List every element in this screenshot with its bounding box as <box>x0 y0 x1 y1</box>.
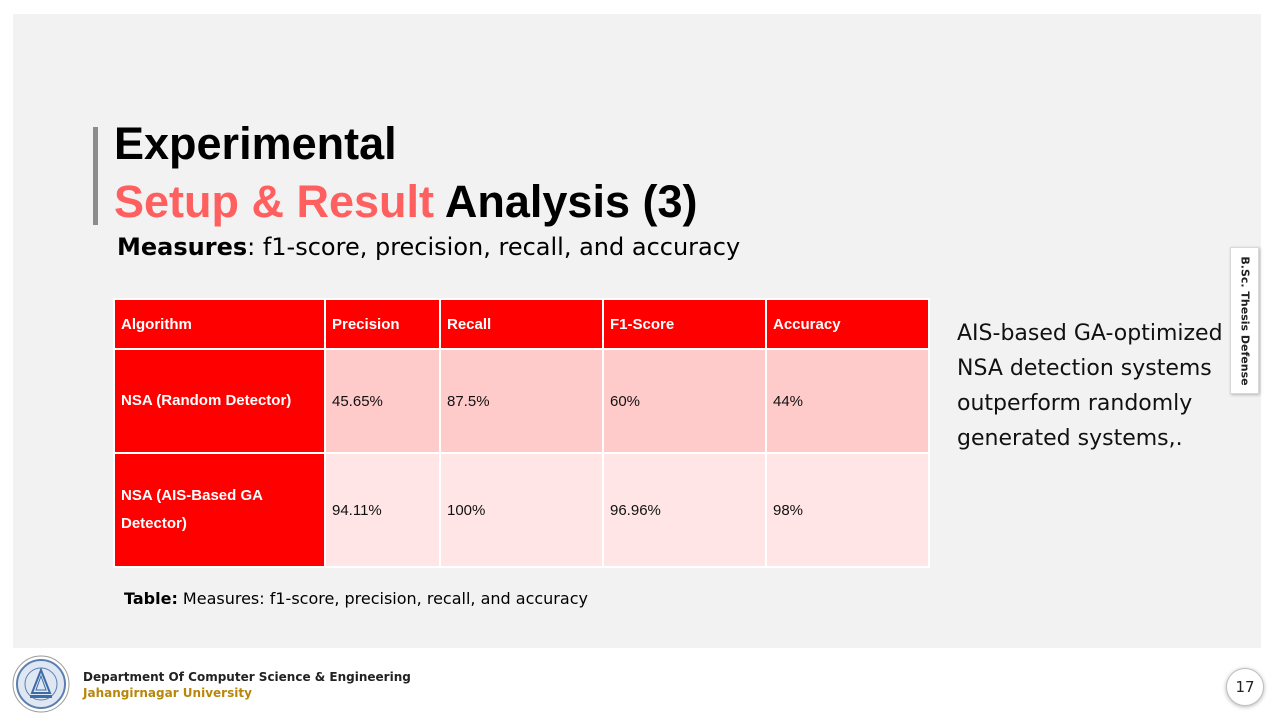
accuracy-cell: 44% <box>765 348 930 454</box>
slide-title-line-2: Setup & Result Analysis (3) <box>114 176 697 228</box>
algorithm-cell: NSA (Random Detector) <box>113 348 326 454</box>
header-precision: Precision <box>324 298 441 350</box>
recall-cell: 100% <box>439 452 604 568</box>
table-row: NSA (Random Detector) 45.65% 87.5% 60% 4… <box>113 348 930 454</box>
slide-title-line-1: Experimental <box>114 118 397 169</box>
header-recall: Recall <box>439 298 604 350</box>
department-name: Department Of Computer Science & Enginee… <box>83 670 411 684</box>
table-header-row: Algorithm Precision Recall F1-Score Accu… <box>113 298 930 350</box>
f1-score-cell: 96.96% <box>602 452 767 568</box>
measures-text: : f1-score, precision, recall, and accur… <box>247 233 741 261</box>
university-name: Jahangirnagar University <box>83 686 252 700</box>
thesis-defense-tab: B.Sc. Thesis Defense <box>1230 247 1259 394</box>
caption-label: Table: <box>124 589 178 608</box>
recall-cell: 87.5% <box>439 348 604 454</box>
side-tab-label: B.Sc. Thesis Defense <box>1238 255 1251 386</box>
title-rest-text: Analysis (3) <box>434 176 698 227</box>
page-number-badge: 17 <box>1226 668 1264 706</box>
side-note: AIS-based GA-optimized NSA detection sys… <box>957 321 1223 451</box>
table-caption: Table: Measures: f1-score, precision, re… <box>124 589 588 608</box>
caption-text: Measures: f1-score, precision, recall, a… <box>177 589 588 608</box>
precision-cell: 94.11% <box>324 452 441 568</box>
results-table: Algorithm Precision Recall F1-Score Accu… <box>113 298 930 568</box>
header-f1-score: F1-Score <box>602 298 767 350</box>
table-row: NSA (AIS-Based GA Detector) 94.11% 100% … <box>113 452 930 568</box>
header-accuracy: Accuracy <box>765 298 930 350</box>
algorithm-cell: NSA (AIS-Based GA Detector) <box>113 452 326 568</box>
measures-label: Measures <box>117 233 248 261</box>
precision-cell: 45.65% <box>324 348 441 454</box>
seal-graphic <box>12 655 70 713</box>
university-seal-icon <box>12 655 70 713</box>
title-accent-text: Setup & Result <box>114 176 435 227</box>
measures-subtitle: Measures: f1-score, precision, recall, a… <box>117 231 740 263</box>
header-algorithm: Algorithm <box>113 298 326 350</box>
accuracy-cell: 98% <box>765 452 930 568</box>
title-accent-bar <box>93 127 98 225</box>
f1-score-cell: 60% <box>602 348 767 454</box>
